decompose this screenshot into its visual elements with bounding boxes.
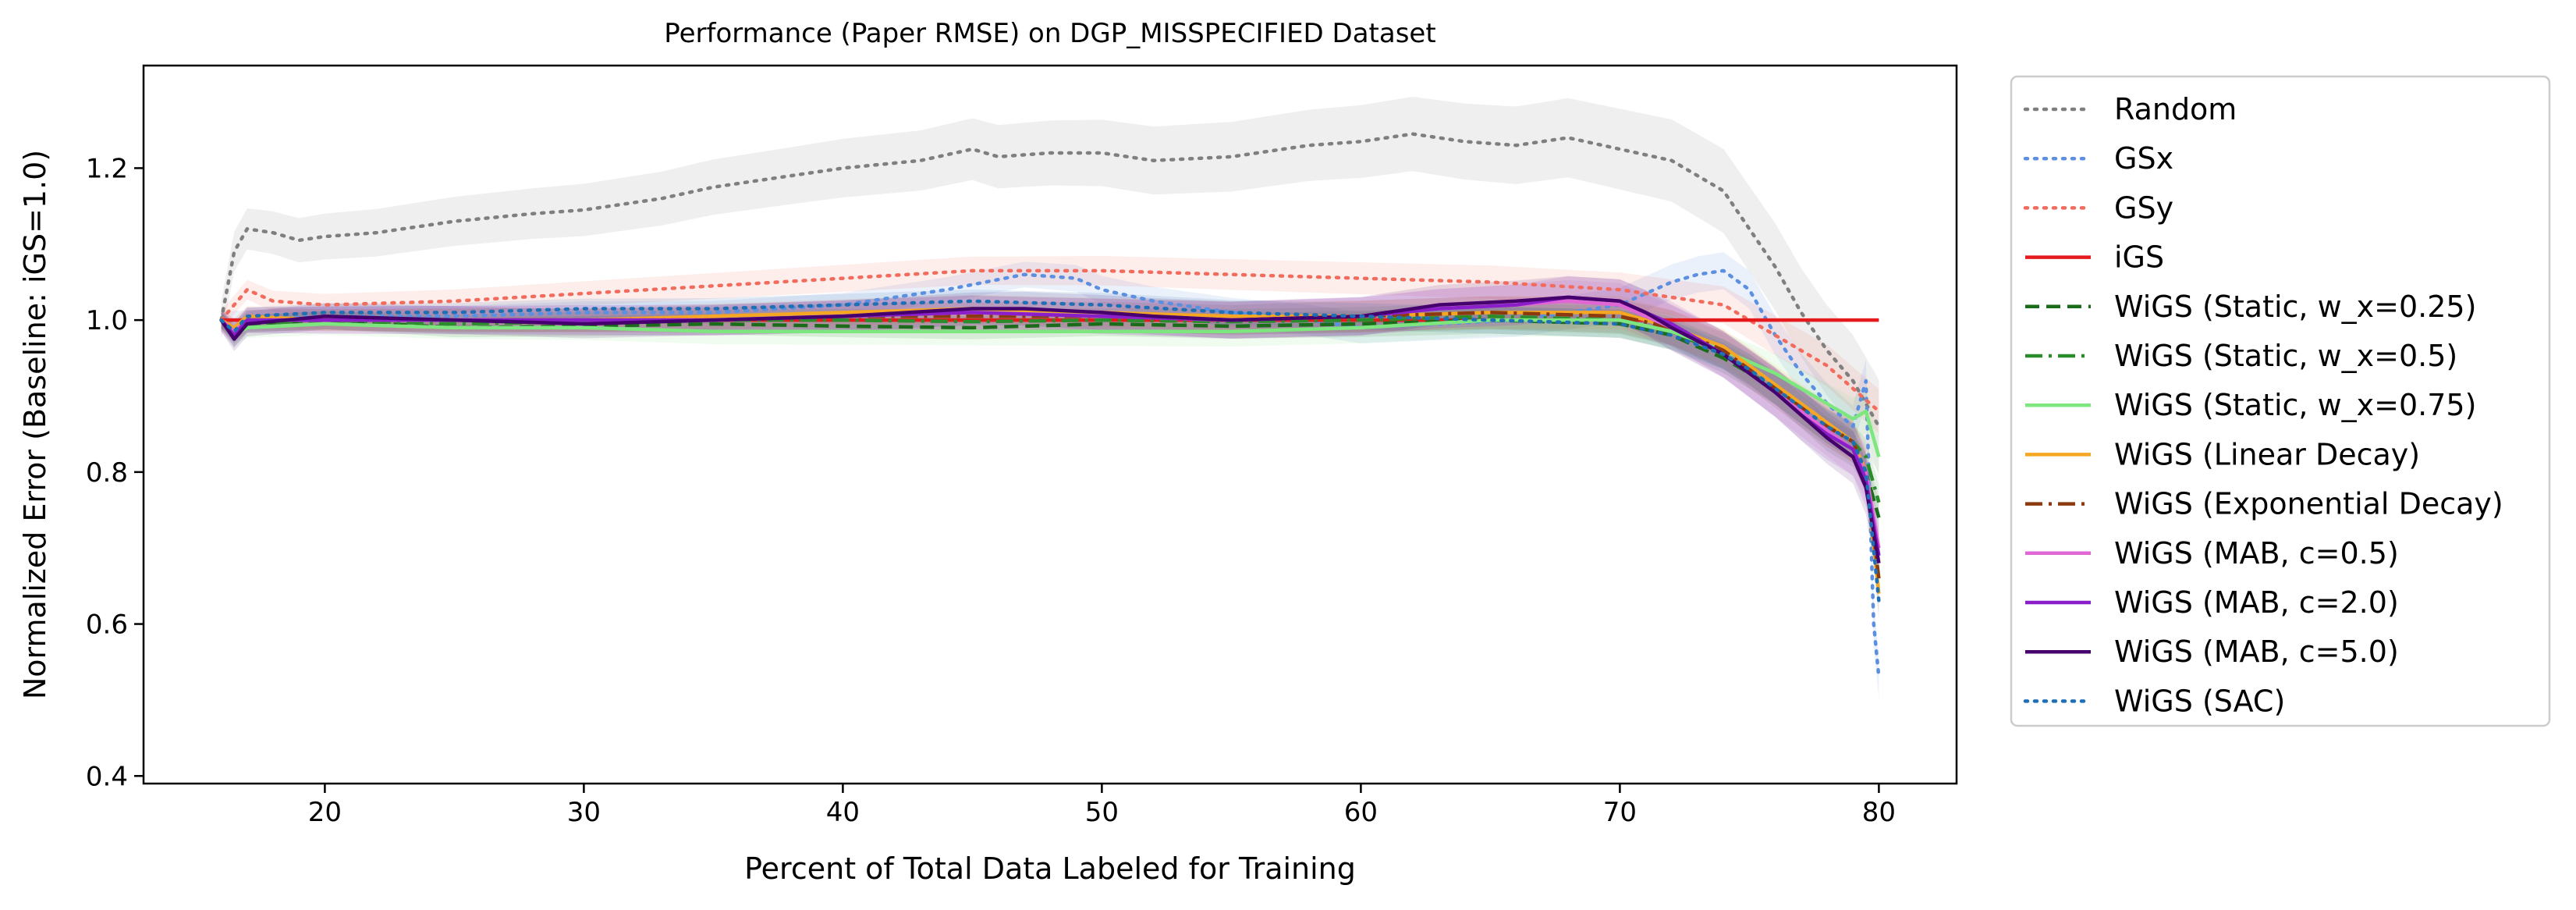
legend-label-gsy: GSy: [2114, 190, 2173, 225]
y-axis-ticks: 0.4 0.6 0.8 1.0 1.2: [86, 153, 144, 792]
legend-label-wigs-exponential-decay: WiGS (Exponential Decay): [2114, 487, 2503, 521]
x-tick-label: 20: [308, 797, 342, 828]
legend-label-igs: iGS: [2114, 240, 2164, 275]
y-tick-label: 0.6: [86, 610, 128, 641]
legend-label-wigs-mab-c-5-0: WiGS (MAB, c=5.0): [2114, 635, 2399, 669]
x-tick-label: 60: [1344, 797, 1378, 828]
series-line-wigs-exponential-decay: [220, 311, 1881, 579]
legend-label-wigs-static-w-x-0-5: WiGS (Static, w_x=0.5): [2114, 339, 2457, 373]
series-line-wigs-static-w-x-0-5: [219, 315, 1881, 503]
legend-label-wigs-mab-c-0-5: WiGS (MAB, c=0.5): [2114, 536, 2399, 571]
x-tick-label: 80: [1862, 797, 1896, 828]
legend-label-wigs-linear-decay: WiGS (Linear Decay): [2114, 437, 2420, 471]
legend: Random GSx GSy iGS WiGS (Static, w_x=0.25) Wi…: [2010, 75, 2551, 727]
plot-frame: [142, 64, 1958, 785]
series-line-wigs-mab-c-5-0: [219, 295, 1881, 564]
y-tick-label: 0.4: [86, 761, 128, 792]
legend-label-wigs-static-w-x-0-25: WiGS (Static, w_x=0.25): [2114, 290, 2476, 324]
series-line-wigs-sac: [219, 299, 1881, 603]
legend-label-wigs-sac: WiGS (SAC): [2114, 684, 2285, 718]
series-line-wigs-linear-decay: [220, 307, 1881, 594]
legend-label-random: Random: [2114, 92, 2237, 126]
legend-label-wigs-mab-c-2-0: WiGS (MAB, c=2.0): [2114, 585, 2399, 620]
y-tick-label: 1.0: [86, 305, 128, 336]
legend-frame: [2010, 75, 2551, 727]
legend-label-wigs-static-w-x-0-75: WiGS (Static, w_x=0.75): [2114, 388, 2476, 422]
x-tick-label: 40: [826, 797, 860, 828]
chart-title: Performance (Paper RMSE) on DGP_MISSPECI…: [664, 18, 1435, 49]
series-line-wigs-static-w-x-0-25: [219, 318, 1881, 518]
series-line-random: [219, 132, 1881, 428]
band-wigs-mab-c-0-5: [221, 279, 1879, 576]
x-axis-ticks: 20 30 40 50 60 70 80: [308, 784, 1896, 828]
series-lines: [219, 132, 1881, 679]
series-line-gsx: [219, 268, 1881, 679]
x-axis-label: Percent of Total Data Labeled for Traini…: [744, 851, 1356, 886]
series-line-wigs-static-w-x-0-75: [219, 318, 1881, 457]
x-tick-label: 50: [1085, 797, 1119, 828]
y-tick-label: 1.2: [86, 153, 128, 184]
band-wigs-mab-c-5-0: [221, 275, 1879, 592]
band-wigs-mab-c-2-0: [221, 276, 1879, 584]
y-tick-label: 0.8: [86, 457, 128, 489]
y-axis-label: Normalized Error (Baseline: iGS=1.0): [18, 150, 52, 699]
band-random: [221, 96, 1879, 474]
band-wigs-static-w-x-0-25: [221, 306, 1879, 536]
x-tick-label: 70: [1603, 797, 1637, 828]
band-gsy: [221, 256, 1879, 434]
legend-label-gsx: GSx: [2114, 141, 2173, 176]
uncertainty-bands: [221, 96, 1879, 700]
x-tick-label: 30: [567, 797, 601, 828]
